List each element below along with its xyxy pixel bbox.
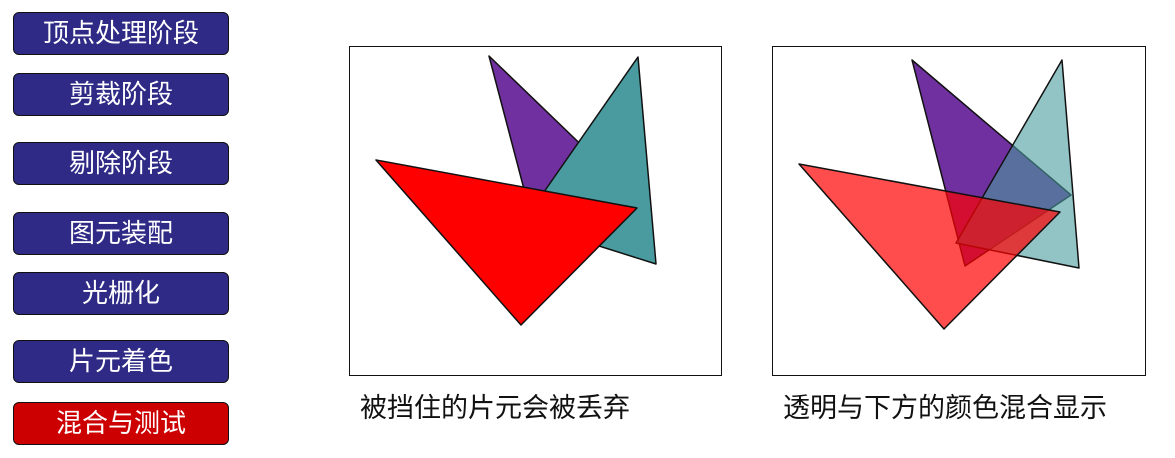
transparent-caption: 透明与下方的颜色混合显示	[783, 393, 1107, 424]
stage-culling[interactable]: 剔除阶段	[13, 142, 229, 185]
opaque-caption: 被挡住的片元会被丢弃	[360, 393, 630, 424]
opaque-triangles	[375, 55, 657, 326]
stage-fragment-shading[interactable]: 片元着色	[13, 340, 229, 383]
stage-clipping[interactable]: 剪裁阶段	[13, 73, 229, 116]
red-triangle	[798, 163, 1061, 330]
stage-blend-and-test[interactable]: 混合与测试	[13, 402, 229, 445]
opaque-panel	[349, 46, 722, 376]
red-triangle	[375, 159, 638, 326]
blended-triangles	[798, 59, 1080, 330]
transparent-panel	[772, 46, 1146, 376]
stage-rasterization[interactable]: 光栅化	[13, 272, 229, 315]
stage-primitive-assembly[interactable]: 图元装配	[13, 212, 229, 255]
stage-vertex-processing[interactable]: 顶点处理阶段	[13, 12, 229, 55]
